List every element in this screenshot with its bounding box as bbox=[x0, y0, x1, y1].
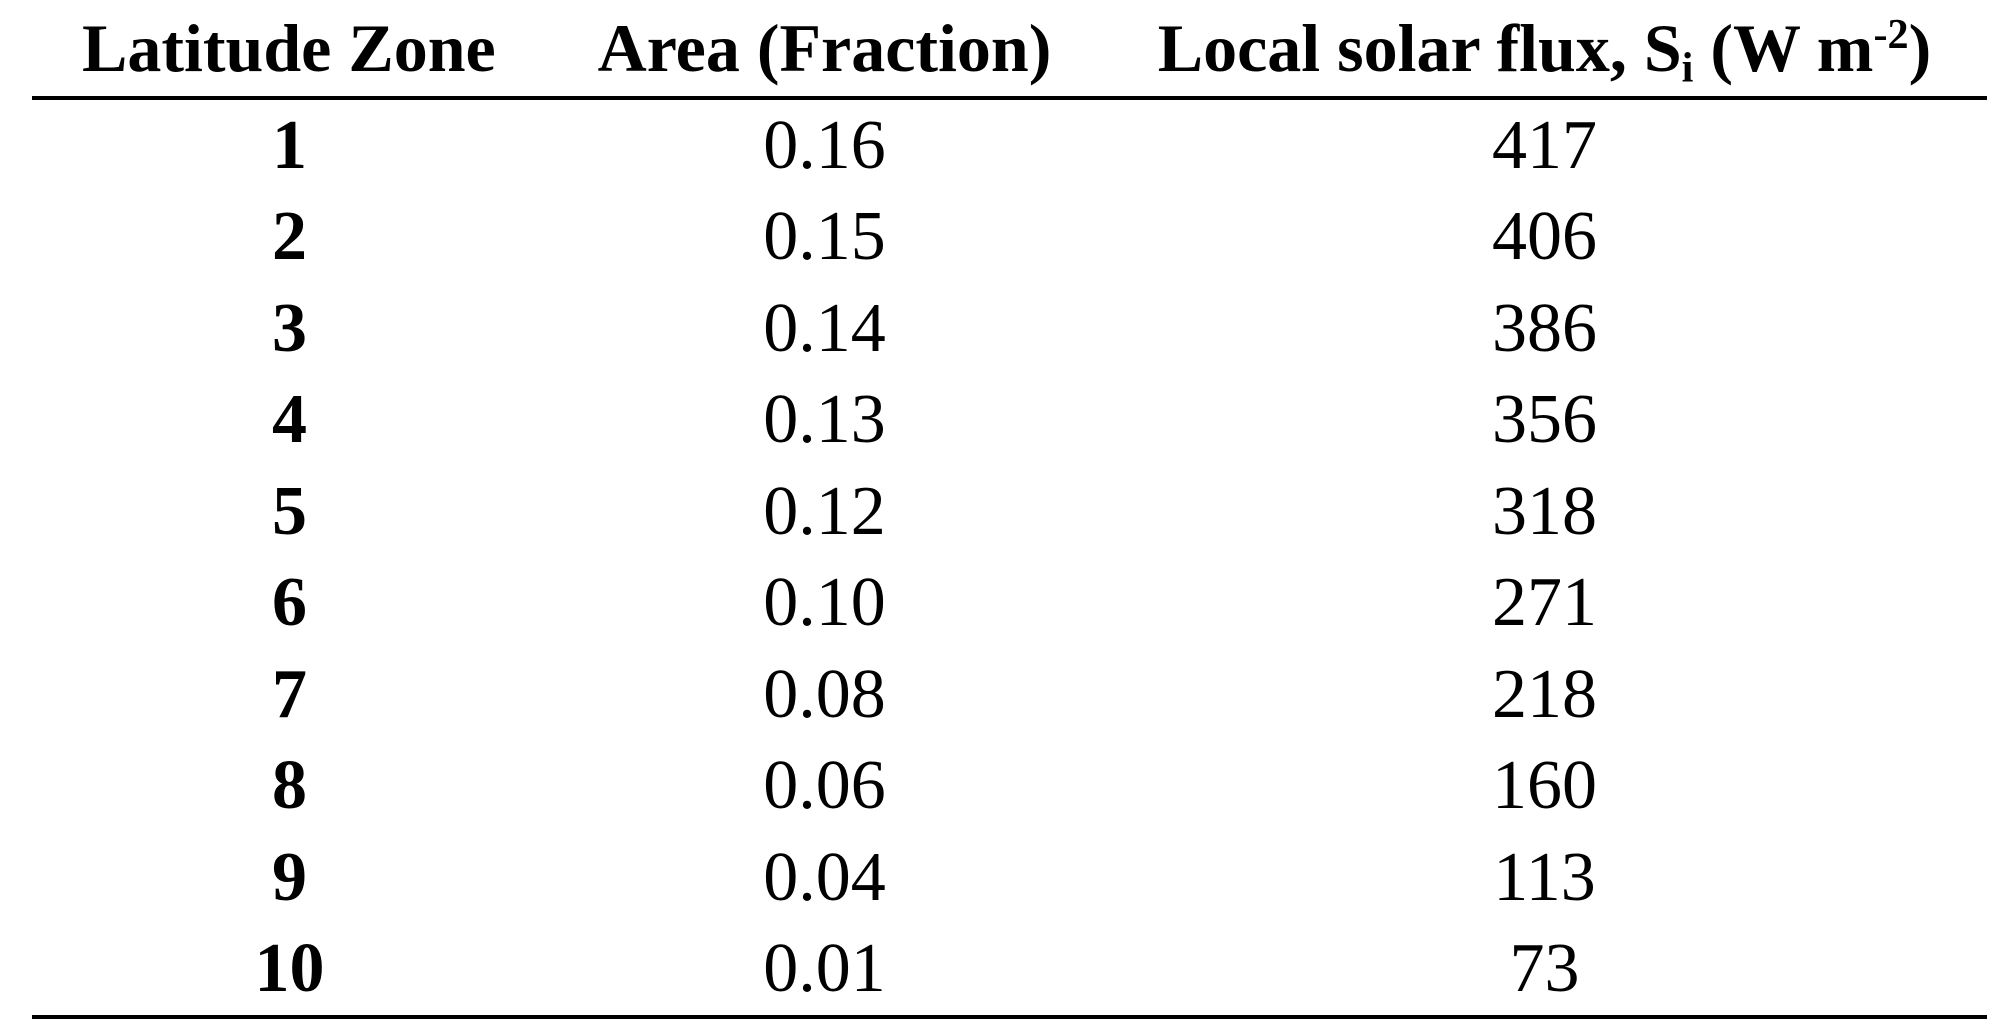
solar-flux-cell: 406 bbox=[1492, 198, 1597, 276]
solar-flux-cell: 318 bbox=[1492, 472, 1597, 550]
area-fraction-cell: 0.08 bbox=[763, 655, 886, 733]
latitude-zone-cell: 6 bbox=[272, 564, 307, 642]
latitude-zone-cell: 7 bbox=[272, 655, 307, 733]
table-row: 4 0.13 356 bbox=[32, 375, 1987, 467]
latitude-zone-cell: 8 bbox=[272, 747, 307, 825]
latitude-zone-cell: 4 bbox=[272, 381, 307, 459]
latitude-zone-cell: 2 bbox=[272, 198, 307, 276]
table-row: 9 0.04 113 bbox=[32, 832, 1987, 924]
latitude-zone-cell: 5 bbox=[272, 472, 307, 550]
header-flux-superscript: -2 bbox=[1873, 10, 1909, 58]
area-fraction-cell: 0.01 bbox=[547, 923, 1102, 1019]
latitude-zone-cell: 3 bbox=[272, 289, 307, 367]
solar-flux-cell: 386 bbox=[1492, 289, 1597, 367]
area-fraction-cell: 0.06 bbox=[763, 747, 886, 825]
area-fraction-cell: 0.14 bbox=[763, 289, 886, 367]
area-fraction-cell: 0.10 bbox=[763, 564, 886, 642]
area-fraction-cell: 0.13 bbox=[763, 381, 886, 459]
latitude-zone-cell: 10 bbox=[32, 923, 547, 1019]
header-local-solar-flux: Local solar flux, Si (W m-2) bbox=[1102, 0, 1987, 100]
latitude-zone-cell: 1 bbox=[272, 106, 307, 184]
solar-flux-cell: 417 bbox=[1492, 106, 1597, 184]
solar-flux-cell: 356 bbox=[1492, 381, 1597, 459]
area-fraction-cell: 0.15 bbox=[763, 198, 886, 276]
header-row: Latitude Zone Area (Fraction) Local sola… bbox=[32, 0, 1987, 100]
table-row: 5 0.12 318 bbox=[32, 466, 1987, 558]
table-row: 1 0.16 417 bbox=[32, 98, 1987, 192]
area-fraction-cell: 0.04 bbox=[763, 838, 886, 916]
header-flux-unit-end: ) bbox=[1908, 9, 1932, 86]
solar-flux-cell: 73 bbox=[1102, 923, 1987, 1019]
table-row: 7 0.08 218 bbox=[32, 649, 1987, 741]
area-fraction-cell: 0.16 bbox=[763, 106, 886, 184]
latitude-zone-cell: 9 bbox=[272, 838, 307, 916]
solar-flux-cell: 113 bbox=[1493, 838, 1596, 916]
table-row: 6 0.10 271 bbox=[32, 558, 1987, 650]
header-area-fraction: Area (Fraction) bbox=[547, 0, 1102, 100]
solar-flux-table: Latitude Zone Area (Fraction) Local sola… bbox=[32, 0, 1987, 1019]
header-flux-subscript: i bbox=[1681, 44, 1694, 92]
table-row: 2 0.15 406 bbox=[32, 192, 1987, 284]
table-row: 10 0.01 73 bbox=[32, 923, 1987, 1019]
solar-flux-cell: 218 bbox=[1492, 655, 1597, 733]
area-fraction-cell: 0.12 bbox=[763, 472, 886, 550]
solar-flux-cell: 271 bbox=[1492, 564, 1597, 642]
table-row: 3 0.14 386 bbox=[32, 283, 1987, 375]
table-row: 8 0.06 160 bbox=[32, 741, 1987, 833]
header-flux-prefix: Local solar flux, S bbox=[1157, 9, 1682, 86]
header-flux-unit-start: (W m bbox=[1693, 9, 1874, 86]
header-latitude-zone: Latitude Zone bbox=[32, 0, 547, 100]
solar-flux-cell: 160 bbox=[1492, 747, 1597, 825]
